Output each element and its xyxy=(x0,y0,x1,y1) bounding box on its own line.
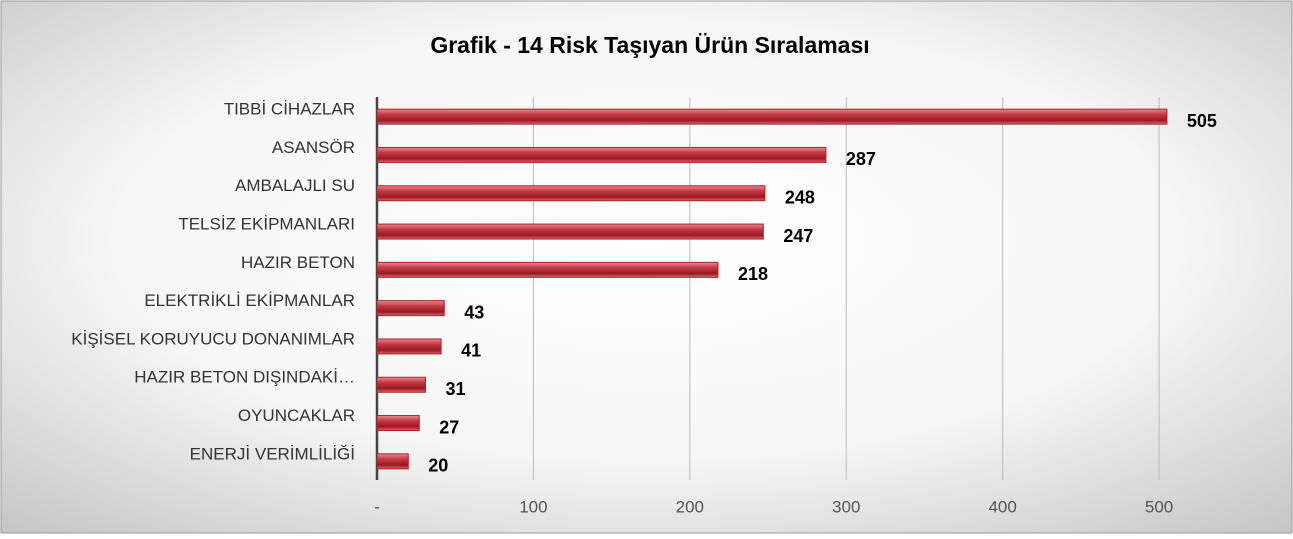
value-label: 248 xyxy=(785,188,815,208)
y-tick-label: ENERJİ VERİMLİLİĞİ xyxy=(190,444,355,463)
value-label: 20 xyxy=(428,456,448,476)
bar xyxy=(376,338,442,355)
y-tick-label: ASANSÖR xyxy=(272,138,355,157)
bar xyxy=(376,261,719,278)
y-tick-label: AMBALAJLI SU xyxy=(235,176,355,195)
y-tick-label: HAZIR BETON xyxy=(241,253,355,272)
x-tick-label: 100 xyxy=(519,497,547,516)
y-tick-label: HAZIR BETON DIŞINDAKİ… xyxy=(134,368,355,387)
value-label: 287 xyxy=(846,149,876,169)
value-label: 27 xyxy=(439,417,459,437)
y-tick-label: KİŞİSEL KORUYUCU DONANIMLAR xyxy=(71,329,355,348)
x-tick-label: 300 xyxy=(832,497,860,516)
bar xyxy=(376,146,827,163)
value-label: 31 xyxy=(445,379,465,399)
x-tick-label: 500 xyxy=(1145,497,1173,516)
bar xyxy=(376,376,426,393)
x-tick-label: - xyxy=(374,497,380,516)
bar xyxy=(376,415,420,432)
value-label: 505 xyxy=(1187,111,1217,131)
x-tick-label: 200 xyxy=(676,497,704,516)
bar xyxy=(376,223,764,240)
y-tick-label: OYUNCAKLAR xyxy=(238,406,355,425)
value-label: 247 xyxy=(783,226,813,246)
y-tick-label: ELEKTRİKLİ EKİPMANLAR xyxy=(144,291,355,310)
bar xyxy=(376,185,766,202)
y-tick-label: TELSİZ EKİPMANLARI xyxy=(178,215,355,234)
y-tick-label: TIBBİ CİHAZLAR xyxy=(224,100,355,119)
chart-title: Grafik - 14 Risk Taşıyan Ürün Sıralaması xyxy=(430,32,869,58)
bar xyxy=(376,300,445,317)
value-label: 43 xyxy=(464,302,484,322)
value-label: 41 xyxy=(461,341,481,361)
value-label: 218 xyxy=(738,264,768,284)
bar xyxy=(376,108,1168,125)
x-tick-label: 400 xyxy=(988,497,1016,516)
bar xyxy=(376,453,409,470)
